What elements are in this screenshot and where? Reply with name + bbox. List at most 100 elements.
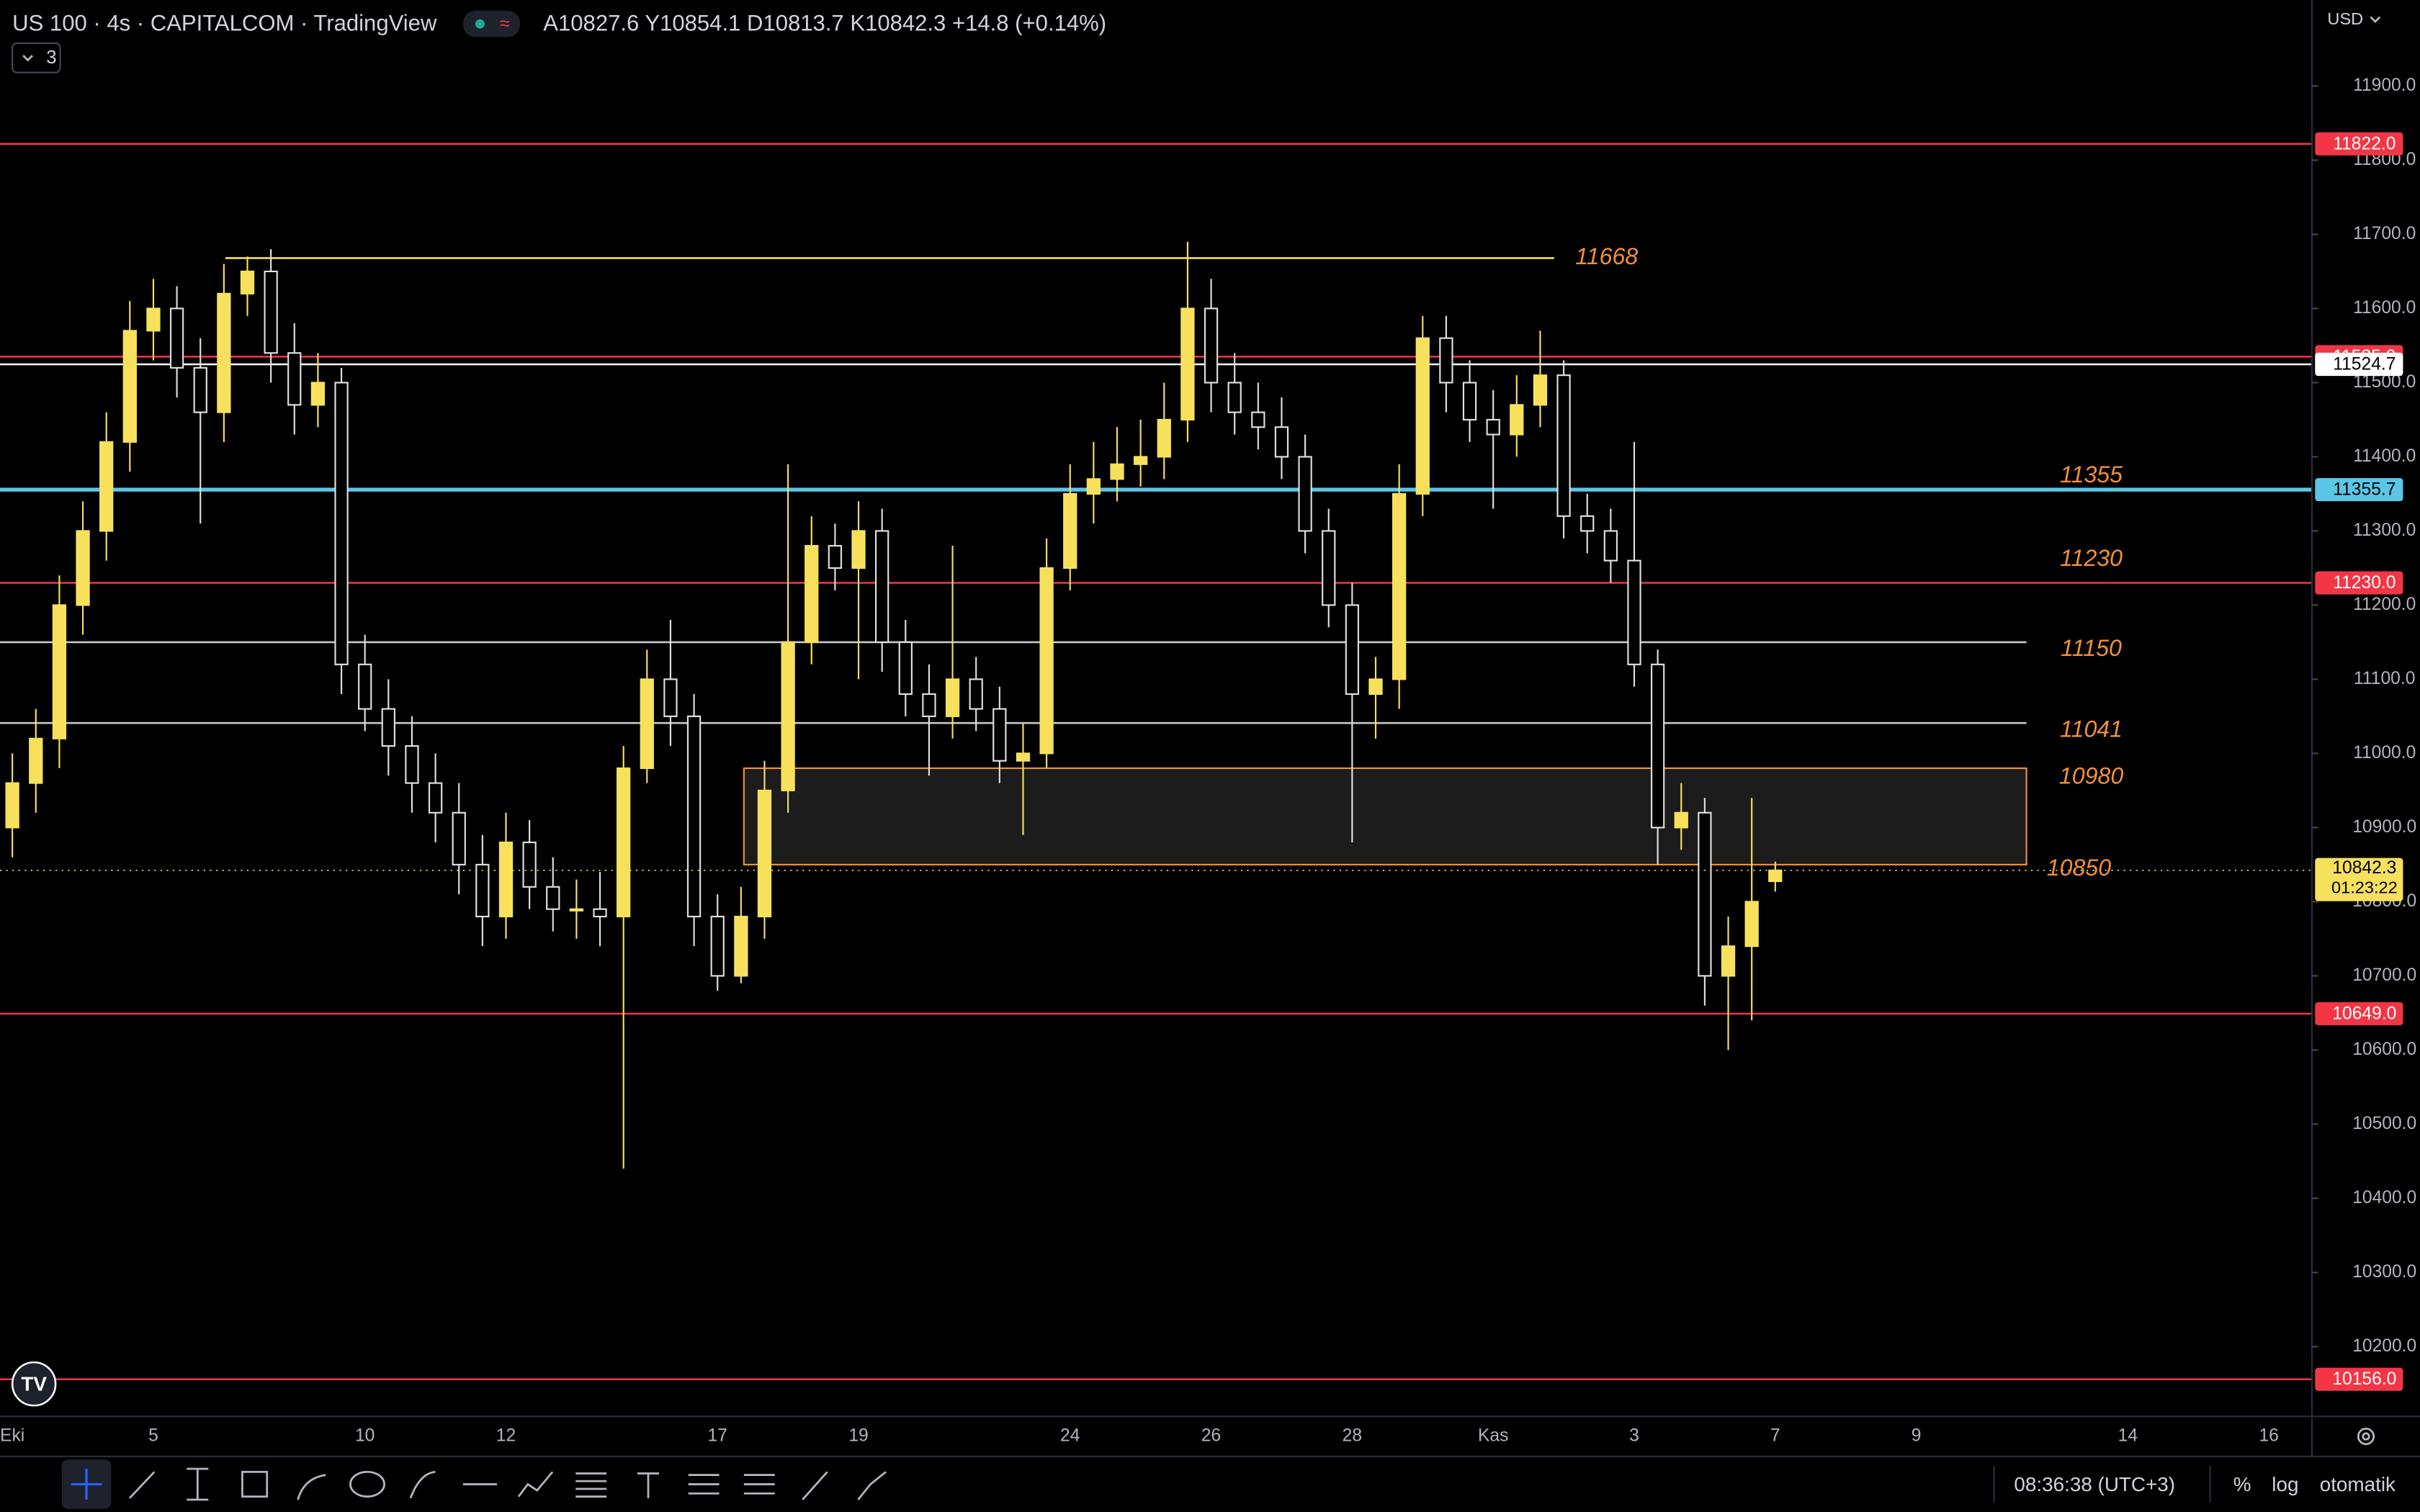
- candle-body: [1251, 411, 1265, 428]
- text-tool[interactable]: [637, 1472, 659, 1498]
- price-box: [2315, 1367, 2403, 1391]
- candle-body: [1180, 307, 1195, 421]
- candle-body: [334, 382, 349, 665]
- candle-body: [1157, 418, 1171, 458]
- candle-body: [969, 678, 983, 710]
- y-tick-label: 11300.0: [2353, 521, 2416, 540]
- auto-toggle[interactable]: otomatik: [2320, 1473, 2396, 1495]
- candle-body: [992, 708, 1007, 762]
- candle-body: [1134, 456, 1148, 465]
- candle-body: [1086, 478, 1101, 495]
- countdown-label: 01:23:22: [2331, 878, 2398, 897]
- y-tick-label: 11400.0: [2353, 446, 2416, 466]
- candle-body: [1039, 567, 1054, 755]
- candle-body: [287, 352, 302, 406]
- candle-body: [1533, 374, 1548, 406]
- price-box-label: 11822.0: [2333, 134, 2396, 153]
- candle-body: [828, 544, 843, 569]
- tv-logo[interactable]: [11, 1361, 57, 1407]
- candle-body: [945, 678, 960, 717]
- candle-body: [99, 441, 114, 532]
- brush-tool[interactable]: [297, 1474, 326, 1500]
- level-annotation: 11230: [2060, 545, 2123, 571]
- settings-gear[interactable]: [2357, 1427, 2375, 1446]
- x-tick-label: Kas: [1478, 1426, 1508, 1446]
- y-tick-label: 11700.0: [2353, 224, 2416, 243]
- candle-body: [1698, 811, 1712, 977]
- candle-body: [1204, 307, 1219, 384]
- y-tick-label: 11000.0: [2353, 743, 2416, 762]
- candle-body: [5, 782, 19, 829]
- candle-body: [593, 908, 607, 918]
- candle-body: [1603, 530, 1618, 562]
- candle-body: [264, 270, 278, 354]
- candle-body: [310, 382, 326, 406]
- crosshair-tool[interactable]: [71, 1469, 102, 1500]
- y-tick-label: 10900.0: [2352, 817, 2416, 837]
- candle-body: [428, 782, 443, 814]
- candle-body: [805, 544, 819, 643]
- candle-body: [1768, 869, 1783, 883]
- eraser-tool[interactable]: [857, 1471, 887, 1500]
- rect-tool[interactable]: [241, 1470, 269, 1498]
- level-annotation: 10850: [2047, 855, 2111, 881]
- indicator-toggle[interactable]: [12, 42, 61, 73]
- candle-body: [781, 641, 795, 791]
- candle-body: [452, 811, 466, 865]
- candle-body: [405, 745, 419, 784]
- chevron-icon: [22, 55, 33, 62]
- x-tick-label: 17: [708, 1426, 727, 1446]
- x-tick-label: 9: [1912, 1426, 1922, 1446]
- candle-body: [686, 715, 702, 918]
- fib-tool[interactable]: [575, 1472, 607, 1498]
- candle-body: [240, 270, 255, 294]
- y-tick-label: 11200.0: [2353, 595, 2416, 614]
- pattern-tool[interactable]: [517, 1471, 554, 1498]
- candle-body: [1016, 752, 1031, 762]
- symbol-title[interactable]: US 100 · 4s · CAPITALCOM · TradingView: [12, 10, 437, 35]
- x-tick-label: 26: [1201, 1426, 1221, 1446]
- ohlc-values: A10827.6 Y10854.1 D10813.7 K10842.3 +14.…: [543, 10, 1106, 35]
- path-tool[interactable]: [409, 1470, 436, 1499]
- candle-body: [1580, 515, 1595, 532]
- candle-body: [1674, 811, 1688, 829]
- x-tick-label: Eki: [0, 1426, 24, 1446]
- measure-tool[interactable]: [802, 1471, 828, 1500]
- candle-body: [358, 663, 372, 710]
- candle-body: [1392, 492, 1407, 680]
- clock[interactable]: 08:36:38 (UTC+3): [2014, 1473, 2175, 1495]
- y-tick-label: 10600.0: [2352, 1040, 2416, 1059]
- candle-body: [1486, 418, 1500, 436]
- x-tick-label: 24: [1060, 1426, 1080, 1446]
- candle-body: [851, 530, 866, 569]
- price-box: [2315, 477, 2403, 502]
- candle-body: [757, 789, 772, 918]
- currency-chevron: [2370, 16, 2381, 23]
- gann-tool[interactable]: [688, 1474, 720, 1495]
- candle-body: [498, 841, 514, 918]
- status-badge[interactable]: [462, 11, 521, 37]
- candle-body: [898, 641, 913, 696]
- ellipse-tool[interactable]: [349, 1470, 385, 1498]
- zone: [743, 767, 2027, 865]
- log-toggle[interactable]: log: [2272, 1473, 2298, 1495]
- candle-body: [1322, 530, 1336, 606]
- candle-body: [1298, 456, 1312, 532]
- candle-body: [475, 863, 490, 918]
- candle-body: [1345, 604, 1360, 696]
- currency[interactable]: USD: [2327, 9, 2363, 28]
- candle-body: [1462, 382, 1477, 421]
- price-box-label: 11355.7: [2333, 480, 2396, 500]
- level-annotation: 11668: [1575, 243, 1638, 269]
- candle-body: [122, 330, 137, 443]
- candle-body: [569, 908, 584, 912]
- text-cursor-tool[interactable]: [187, 1467, 209, 1501]
- y-tick-label: 11100.0: [2354, 669, 2415, 688]
- trendline-tool[interactable]: [128, 1471, 156, 1499]
- drawing-toolbar: [61, 1459, 887, 1509]
- projection-tool[interactable]: [743, 1474, 775, 1495]
- percent-toggle[interactable]: %: [2233, 1473, 2251, 1495]
- candle-body: [922, 693, 936, 717]
